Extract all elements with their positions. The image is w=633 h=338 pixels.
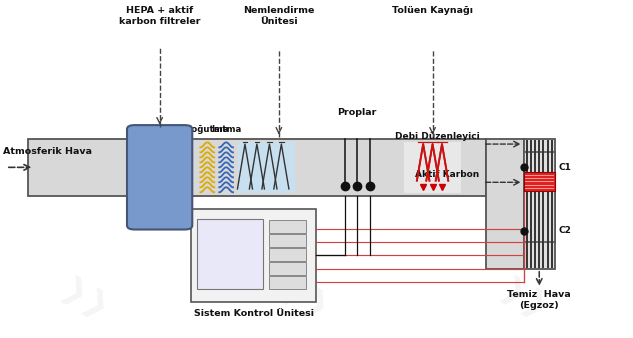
Bar (486, 139, 523, 269)
Bar (191, 209, 316, 302)
Bar (523, 172, 555, 191)
Text: ❯❯: ❯❯ (494, 274, 553, 327)
Bar (404, 142, 461, 193)
Bar (197, 219, 263, 289)
FancyBboxPatch shape (127, 125, 192, 230)
Bar (238, 142, 294, 193)
Text: ❯❯: ❯❯ (274, 274, 334, 327)
Bar (269, 262, 306, 275)
Text: Atmosferik Hava: Atmosferik Hava (3, 147, 92, 156)
Bar (269, 234, 306, 247)
Text: Soğutma: Soğutma (185, 125, 229, 134)
Text: Sistem Kontrol Ünitesi: Sistem Kontrol Ünitesi (194, 309, 314, 318)
Text: Aktif Karbon: Aktif Karbon (415, 170, 480, 179)
Text: Nemlendirme
Ünitesi: Nemlendirme Ünitesi (243, 6, 315, 26)
Text: Isıtma: Isıtma (211, 125, 241, 134)
Text: Debi Düzenleyici: Debi Düzenleyici (395, 132, 480, 141)
Bar (269, 220, 306, 233)
Text: C2: C2 (558, 226, 571, 235)
Bar (28, 139, 486, 196)
Text: HEPA + aktif
karbon filtreler: HEPA + aktif karbon filtreler (119, 6, 201, 26)
Bar (523, 152, 555, 242)
Text: C1: C1 (558, 163, 571, 172)
Bar (269, 248, 306, 261)
Text: ❯❯: ❯❯ (54, 274, 114, 327)
Bar (523, 139, 555, 269)
Text: Temiz  Hava
(Egzoz): Temiz Hava (Egzoz) (508, 290, 571, 310)
Bar (269, 276, 306, 289)
Text: Proplar: Proplar (337, 108, 377, 118)
Text: Tolüen Kaynağı: Tolüen Kaynağı (392, 6, 473, 15)
